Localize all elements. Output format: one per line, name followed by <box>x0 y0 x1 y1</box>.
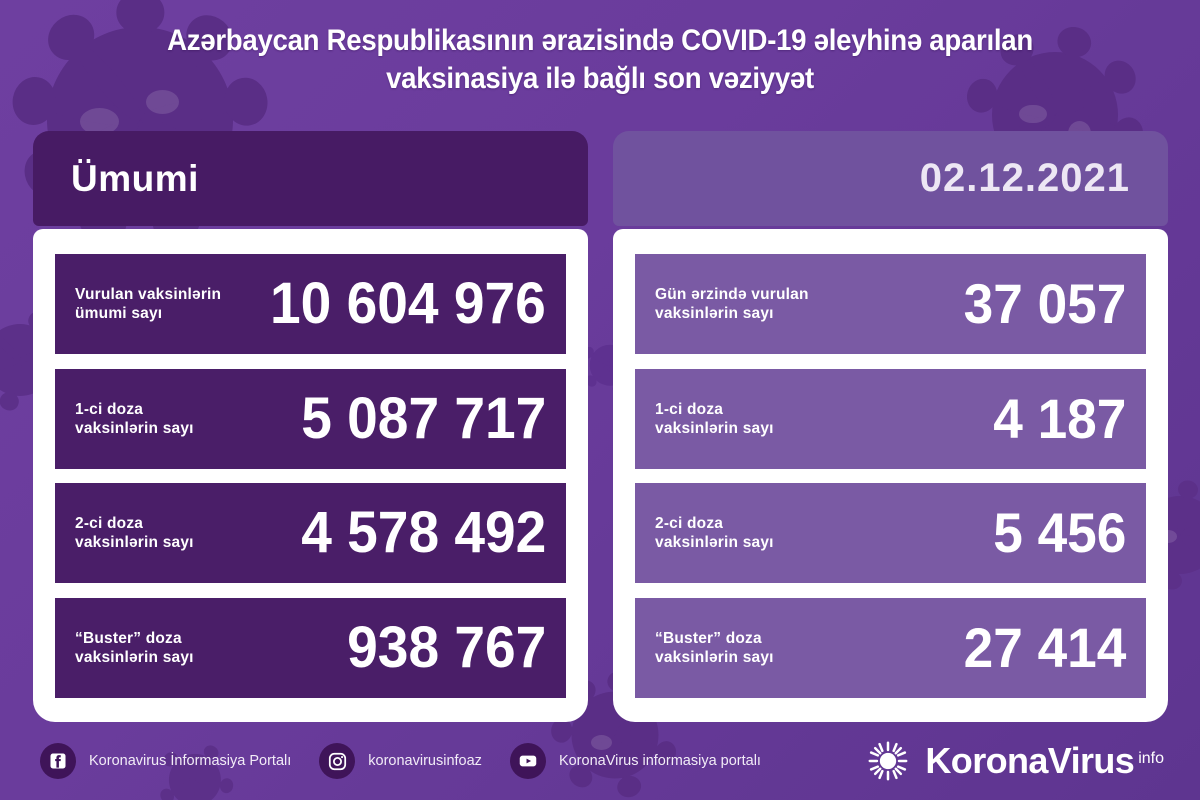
social-link-instagram[interactable]: koronavirusinfoaz <box>319 743 482 779</box>
panel-daily-header: 02.12.2021 <box>613 131 1168 226</box>
stat-value: 4 578 492 <box>300 500 546 566</box>
stat-row: 1-ci doza vaksinlərin sayı 4 187 <box>635 368 1146 469</box>
social-link-facebook[interactable]: Koronavirus İnformasiya Portalı <box>40 743 291 779</box>
social-label-facebook: Koronavirus İnformasiya Portalı <box>89 753 292 769</box>
panel-total: Ümumi Vurulan vaksinlərin ümumi sayı 10 … <box>33 131 588 722</box>
stat-value: 37 057 <box>963 272 1126 335</box>
stat-label: “Buster” doza vaksinlərin sayı <box>655 629 774 666</box>
brand-logo: KoronaVirus info <box>865 738 1164 784</box>
stat-label: 1-ci doza vaksinlərin sayı <box>655 400 774 437</box>
panel-daily-body: Gün ərzində vurulan vaksinlərin sayı 37 … <box>613 229 1168 722</box>
stat-value: 27 414 <box>963 615 1126 679</box>
panel-total-header: Ümumi <box>33 131 588 226</box>
stat-label: Vurulan vaksinlərin ümumi sayı <box>75 286 222 322</box>
stat-row: Vurulan vaksinlərin ümumi sayı 10 604 97… <box>55 254 566 354</box>
stat-value: 10 604 976 <box>270 271 546 336</box>
stat-row: “Buster” doza vaksinlərin sayı 938 767 <box>55 597 566 698</box>
stat-label: 1-ci doza vaksinlərin sayı <box>75 400 194 437</box>
youtube-icon[interactable] <box>509 743 546 779</box>
facebook-icon[interactable] <box>40 743 76 779</box>
social-link-youtube[interactable]: KoronaVirus informasiya portalı <box>509 743 761 779</box>
stat-row: Gün ərzində vurulan vaksinlərin sayı 37 … <box>635 254 1146 354</box>
panel-daily: 02.12.2021 Gün ərzində vurulan vaksinlər… <box>613 131 1168 722</box>
stat-label: “Buster” doza vaksinlərin sayı <box>75 629 194 666</box>
stat-value: 4 187 <box>992 386 1126 450</box>
brand-suffix: info <box>1138 750 1164 767</box>
page-title: Azərbaycan Respublikasının ərazisində CO… <box>167 24 1033 95</box>
instagram-icon[interactable] <box>319 743 356 779</box>
stat-value: 5 087 717 <box>300 385 546 451</box>
stat-value: 938 767 <box>346 614 546 680</box>
stat-row: “Buster” doza vaksinlərin sayı 27 414 <box>635 597 1146 698</box>
stat-label: 2-ci doza vaksinlərin sayı <box>75 515 194 552</box>
footer-bar: Koronavirus İnformasiya Portalı koronavi… <box>0 722 1200 800</box>
coronavirus-logo-icon <box>865 738 911 784</box>
social-label-youtube: KoronaVirus informasiya portalı <box>558 753 761 769</box>
panel-total-header-label: Ümumi <box>71 157 199 199</box>
brand-name: KoronaVirus <box>925 740 1135 781</box>
panel-total-body: Vurulan vaksinlərin ümumi sayı 10 604 97… <box>33 229 588 722</box>
stat-label: Gün ərzində vurulan vaksinlərin sayı <box>655 286 809 322</box>
stat-row: 2-ci doza vaksinlərin sayı 4 578 492 <box>55 483 566 584</box>
stat-value: 5 456 <box>992 501 1126 565</box>
stat-row: 2-ci doza vaksinlərin sayı 5 456 <box>635 483 1146 584</box>
stat-label: 2-ci doza vaksinlərin sayı <box>655 515 774 552</box>
report-date: 02.12.2021 <box>919 156 1130 200</box>
stat-row: 1-ci doza vaksinlərin sayı 5 087 717 <box>55 368 566 469</box>
social-label-instagram: koronavirusinfoaz <box>368 753 482 769</box>
